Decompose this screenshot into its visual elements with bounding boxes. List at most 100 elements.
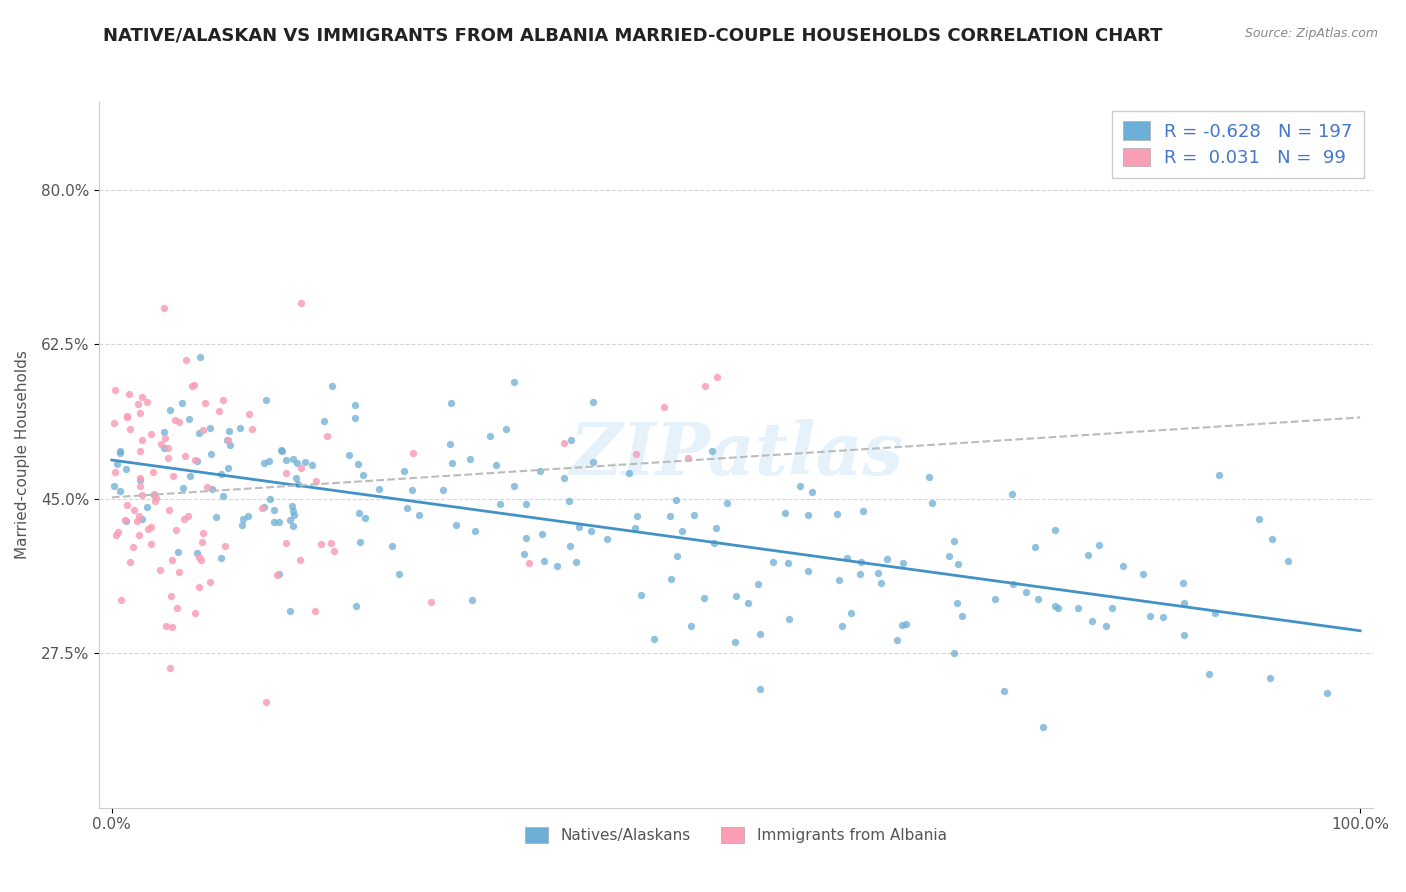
Point xyxy=(122,541,145,555)
Point xyxy=(626,508,648,523)
Point xyxy=(825,507,848,521)
Point xyxy=(190,552,212,566)
Point xyxy=(142,465,165,479)
Point xyxy=(402,446,425,460)
Point xyxy=(439,437,461,451)
Point xyxy=(848,567,870,582)
Point xyxy=(737,596,759,610)
Point xyxy=(716,496,738,510)
Point xyxy=(921,496,943,510)
Point xyxy=(191,534,214,549)
Point xyxy=(749,627,772,641)
Point xyxy=(1249,512,1271,526)
Point xyxy=(118,387,141,401)
Point xyxy=(747,576,769,591)
Point xyxy=(773,506,796,520)
Point xyxy=(238,408,260,422)
Point xyxy=(115,498,138,512)
Point xyxy=(886,633,908,648)
Point xyxy=(1043,599,1066,614)
Point xyxy=(797,508,820,522)
Point xyxy=(153,301,176,316)
Point xyxy=(301,458,323,473)
Point xyxy=(778,556,800,570)
Point xyxy=(115,409,138,424)
Point xyxy=(460,452,482,467)
Point xyxy=(1152,610,1174,624)
Point xyxy=(316,429,339,443)
Point xyxy=(309,537,332,551)
Point xyxy=(131,487,153,501)
Point xyxy=(1067,600,1090,615)
Point xyxy=(212,392,235,407)
Point xyxy=(579,524,602,538)
Point xyxy=(346,457,368,471)
Point xyxy=(135,395,157,409)
Point xyxy=(288,553,311,567)
Point xyxy=(678,451,700,466)
Point xyxy=(252,456,274,470)
Point xyxy=(512,547,534,561)
Point xyxy=(354,510,377,524)
Point xyxy=(558,540,581,554)
Point xyxy=(321,536,343,550)
Point xyxy=(624,447,647,461)
Point xyxy=(891,556,914,570)
Point xyxy=(267,515,290,529)
Point xyxy=(136,522,159,536)
Point xyxy=(217,434,239,448)
Point xyxy=(560,434,582,448)
Point xyxy=(890,618,912,632)
Point xyxy=(1139,608,1161,623)
Point xyxy=(115,409,138,423)
Point xyxy=(432,483,454,497)
Point xyxy=(1173,628,1195,642)
Point xyxy=(665,492,688,507)
Point xyxy=(165,524,187,538)
Point xyxy=(174,449,197,463)
Point xyxy=(200,447,222,461)
Point xyxy=(155,619,177,633)
Point xyxy=(274,466,297,480)
Point xyxy=(281,499,304,513)
Point xyxy=(367,483,389,497)
Point xyxy=(156,441,179,455)
Point xyxy=(108,446,131,460)
Point xyxy=(938,549,960,563)
Point xyxy=(440,396,463,410)
Point xyxy=(530,527,553,541)
Point xyxy=(1088,538,1111,552)
Point xyxy=(868,566,890,580)
Point xyxy=(700,443,723,458)
Point xyxy=(198,575,221,590)
Point xyxy=(344,410,367,425)
Text: ZIPatlas: ZIPatlas xyxy=(569,419,903,490)
Point xyxy=(1001,486,1024,500)
Point xyxy=(167,565,190,579)
Point xyxy=(104,465,127,479)
Point xyxy=(110,593,132,607)
Point xyxy=(1171,575,1194,590)
Point xyxy=(186,546,208,560)
Point xyxy=(114,462,136,476)
Point xyxy=(1015,584,1038,599)
Point xyxy=(870,576,893,591)
Point xyxy=(166,600,188,615)
Point xyxy=(181,378,204,392)
Point xyxy=(128,479,150,493)
Point xyxy=(128,527,150,541)
Point xyxy=(693,378,716,392)
Point xyxy=(285,471,308,485)
Point xyxy=(581,455,603,469)
Point xyxy=(946,596,969,610)
Point xyxy=(105,528,128,542)
Point xyxy=(495,422,517,436)
Point xyxy=(706,369,728,384)
Point xyxy=(1032,720,1054,734)
Point xyxy=(304,604,326,618)
Point xyxy=(1101,601,1123,615)
Point xyxy=(167,545,190,559)
Point xyxy=(128,397,150,411)
Point xyxy=(665,549,688,563)
Point xyxy=(942,534,965,549)
